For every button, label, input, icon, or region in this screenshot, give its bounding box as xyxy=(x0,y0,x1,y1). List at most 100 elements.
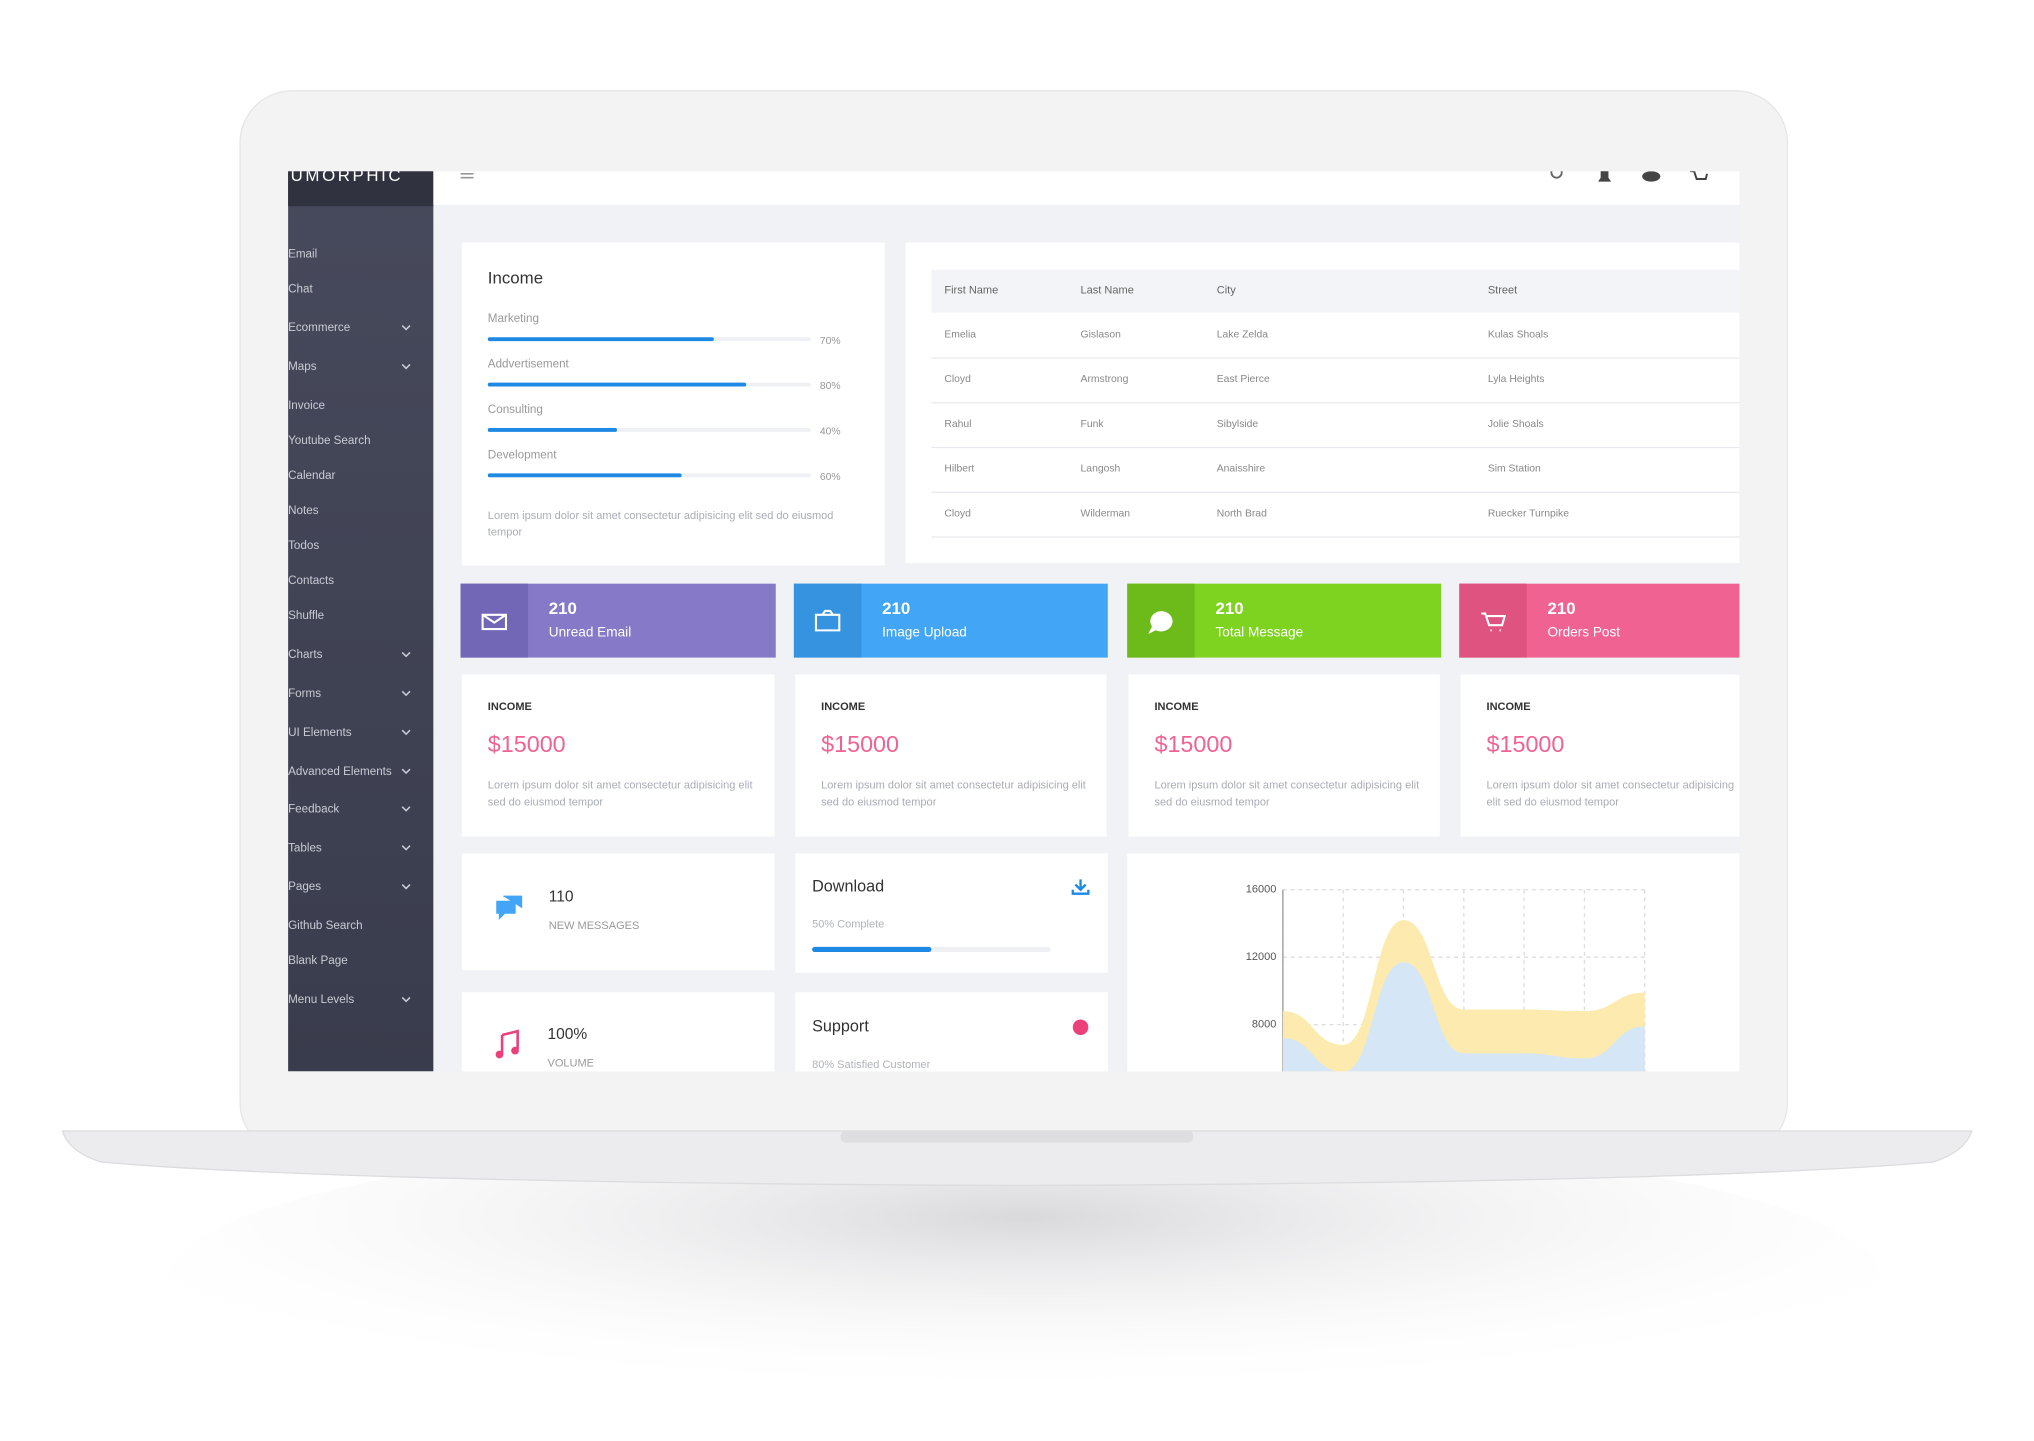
menu-toggle[interactable] xyxy=(460,173,474,179)
income-small-text: Lorem ipsum dolor sit amet consectetur a… xyxy=(821,778,1086,809)
chevron xyxy=(401,363,411,370)
stat-label: Total Message xyxy=(1215,625,1303,640)
chat-icon[interactable] xyxy=(1642,171,1661,182)
progress-label: Addvertisement xyxy=(488,358,570,371)
income-amount: $15000 xyxy=(1154,731,1232,757)
table-cell: Anaisshire xyxy=(1217,464,1266,475)
table-cell: Sibylside xyxy=(1217,419,1259,430)
income-small-title: INCOME xyxy=(821,701,865,713)
table-header-cell: Street xyxy=(1488,284,1517,296)
stat-value: 210 xyxy=(882,599,910,618)
menu-item[interactable]: Invoice xyxy=(288,399,325,412)
table-cell: Kulas Shoals xyxy=(1488,329,1548,340)
table-header-cell: First Name xyxy=(944,284,998,296)
progress-bar xyxy=(487,428,617,432)
menu-item[interactable]: Advanced Elements xyxy=(288,765,392,778)
table-cell: Langosh xyxy=(1081,464,1121,475)
topbar xyxy=(433,171,1740,205)
laptop-notch xyxy=(840,1131,1194,1143)
income-amount: $15000 xyxy=(1487,731,1565,757)
menu-item[interactable]: Email xyxy=(288,247,317,260)
volume-icon-dot xyxy=(511,1046,519,1055)
menu-item[interactable]: Github Search xyxy=(288,919,363,932)
menu-item[interactable]: Calendar xyxy=(288,469,335,482)
menu-item[interactable]: Maps xyxy=(288,360,317,373)
download-icon[interactable] xyxy=(1071,879,1090,895)
income-small-title: INCOME xyxy=(1154,701,1198,713)
sidebar xyxy=(288,171,434,1072)
menu-item[interactable]: Menu Levels xyxy=(288,993,354,1006)
menu-item[interactable]: Ecommerce xyxy=(288,321,350,334)
brand-bar xyxy=(288,171,434,207)
menu-item[interactable]: Forms xyxy=(288,687,321,700)
menu-item[interactable]: Youtube Search xyxy=(288,434,371,447)
support-status: 80% Satisfied Customer xyxy=(812,1059,930,1071)
support-card xyxy=(795,992,1108,1072)
income-small-card xyxy=(461,674,775,837)
chevron xyxy=(401,845,411,851)
stat-icon xyxy=(1148,611,1173,634)
screen: UMORPHIC Email Chat Ecommerce Maps Invoice You… xyxy=(288,167,1740,1072)
chevron xyxy=(401,325,411,331)
cart-icon[interactable] xyxy=(1690,171,1708,180)
area-series xyxy=(1282,962,1645,1072)
income-small-text: Lorem ipsum dolor sit amet consectetur a… xyxy=(487,778,753,809)
menu-item[interactable]: Shuffle xyxy=(288,609,324,622)
messages-icon xyxy=(496,895,523,920)
income-small-text-box: Lorem ipsum dolor sit amet consectetur a… xyxy=(1486,778,1735,809)
messages-label: NEW MESSAGES xyxy=(549,920,640,932)
chevron xyxy=(401,690,411,697)
download-status: 50% Complete xyxy=(812,919,884,931)
progress-bar xyxy=(487,473,682,478)
table-cell: North Brad xyxy=(1217,508,1267,519)
progress-bar xyxy=(487,382,747,387)
income-small-text: Lorem ipsum dolor sit amet consectetur a… xyxy=(1486,778,1735,809)
income-small-card xyxy=(795,674,1107,837)
progress-label: Consulting xyxy=(488,403,543,416)
menu-item[interactable]: Contacts xyxy=(288,574,334,587)
volume-label: VOLUME xyxy=(547,1057,594,1069)
chevron xyxy=(401,651,411,658)
stat-icon-bg xyxy=(1459,583,1527,658)
table-header-cell: City xyxy=(1217,284,1236,296)
stat-icon-bg xyxy=(793,583,862,658)
income-small-title: INCOME xyxy=(488,701,532,713)
search-icon[interactable] xyxy=(1550,167,1563,179)
stat-icon xyxy=(814,609,841,632)
stat-label: Image Upload xyxy=(882,625,967,640)
table-cell: Lyla Heights xyxy=(1488,374,1545,385)
income-note-box: Lorem ipsum dolor sit amet consectetur a… xyxy=(487,508,834,539)
y-tick-label: 16000 xyxy=(1246,884,1277,896)
table-cell: East Pierce xyxy=(1217,374,1270,385)
chevron xyxy=(401,806,411,812)
menu-item[interactable]: Tables xyxy=(288,841,322,854)
menu-item[interactable]: UI Elements xyxy=(288,726,352,739)
income-note: Lorem ipsum dolor sit amet consectetur a… xyxy=(487,508,834,539)
volume-icon xyxy=(500,1029,519,1054)
chevron xyxy=(401,884,411,890)
table-cell: Sim Station xyxy=(1488,464,1541,475)
income-small-card xyxy=(1128,674,1440,837)
menu-item[interactable]: Blank Page xyxy=(288,954,348,967)
table-cell: Funk xyxy=(1081,419,1105,430)
menu-item[interactable]: Feedback xyxy=(288,802,339,815)
table-cell: Hilbert xyxy=(944,464,974,475)
volume-icon-dot xyxy=(495,1050,504,1059)
menu-item[interactable]: Todos xyxy=(288,539,319,552)
progress-label: Marketing xyxy=(488,312,539,325)
menu-item[interactable]: Notes xyxy=(288,504,319,517)
income-amount: $15000 xyxy=(488,731,566,757)
bell-icon[interactable] xyxy=(1598,167,1612,182)
income-small-title: INCOME xyxy=(1487,701,1531,713)
y-tick-label: 8000 xyxy=(1252,1019,1277,1031)
menu-item[interactable]: Charts xyxy=(288,648,323,661)
table-cell: Ruecker Turnpike xyxy=(1488,508,1569,519)
table-cell: Gislason xyxy=(1081,329,1122,340)
income-small-text-box: Lorem ipsum dolor sit amet consectetur a… xyxy=(487,778,753,809)
menu-item[interactable]: Pages xyxy=(288,880,321,893)
menu-item[interactable]: Chat xyxy=(288,282,313,295)
progress-value: 60% xyxy=(820,472,841,483)
chevron xyxy=(401,729,411,736)
